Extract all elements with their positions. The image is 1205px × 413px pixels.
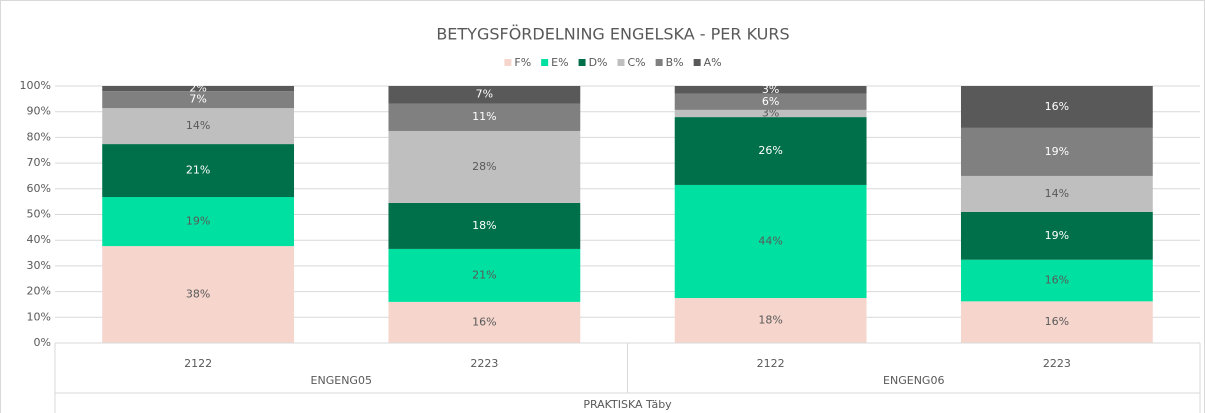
legend-label: A%: [704, 56, 722, 69]
data-label: 28%: [472, 160, 496, 173]
legend-swatch: [541, 59, 549, 66]
bar-segment: [102, 144, 295, 198]
legend-label: E%: [551, 56, 568, 69]
bar-segment: [102, 86, 295, 92]
data-label: 18%: [758, 314, 782, 327]
legend-swatch: [693, 59, 701, 66]
bar-segment: [960, 211, 1153, 260]
y-tick-label: 100%: [20, 79, 51, 92]
bar-segment: [102, 91, 295, 109]
y-tick-label: 80%: [27, 130, 51, 143]
data-label: 21%: [472, 268, 496, 281]
bar-segment: [388, 248, 581, 302]
y-tick-label: 50%: [27, 208, 51, 221]
y-tick-label: 20%: [27, 285, 51, 298]
data-label: 21%: [186, 164, 210, 177]
bar-segment: [674, 86, 867, 94]
data-label: 19%: [1045, 229, 1069, 242]
data-label: 16%: [1045, 274, 1069, 287]
outer-label: PRAKTISKA Täby: [583, 398, 672, 411]
legend-label: C%: [628, 56, 646, 69]
data-label: 16%: [1045, 315, 1069, 328]
y-tick-label: 30%: [27, 259, 51, 272]
data-label: 3%: [762, 83, 779, 96]
data-label: 7%: [189, 93, 206, 106]
legend-swatch: [578, 59, 586, 66]
data-label: 14%: [1045, 187, 1069, 200]
data-label: 7%: [476, 88, 493, 101]
bar-segment: [388, 103, 581, 131]
bar-segment: [674, 109, 867, 118]
data-label: 38%: [186, 288, 210, 301]
group-label: ENGENG06: [883, 374, 944, 387]
bar-segment: [674, 298, 867, 343]
chart-title: BETYGSFÖRDELNING ENGELSKA - PER KURS: [436, 25, 789, 44]
y-tick-label: 0%: [34, 336, 51, 349]
data-label: 19%: [186, 215, 210, 228]
data-label: 11%: [472, 110, 496, 123]
legend-label: B%: [666, 56, 684, 69]
legend-swatch: [617, 59, 625, 66]
data-label: 19%: [1045, 145, 1069, 158]
data-label: 14%: [186, 119, 210, 132]
bar-segment: [388, 86, 581, 104]
bar-segment: [102, 197, 295, 247]
legend-swatch: [504, 59, 512, 66]
data-label: 16%: [472, 315, 496, 328]
y-tick-label: 10%: [27, 310, 51, 323]
group-label: ENGENG05: [311, 374, 372, 387]
y-tick-label: 60%: [27, 182, 51, 195]
bar-segment: [960, 259, 1153, 302]
bar-segment: [960, 86, 1153, 128]
y-tick-label: 90%: [27, 105, 51, 118]
bar-segment: [674, 184, 867, 299]
y-tick-label: 70%: [27, 156, 51, 169]
legend-label: D%: [589, 56, 608, 69]
x-tick-label: 2122: [757, 357, 785, 370]
bar-segment: [388, 130, 581, 203]
bar-segment: [960, 301, 1153, 343]
data-label: 2%: [189, 82, 206, 95]
x-tick-label: 2122: [184, 357, 212, 370]
data-label: 26%: [758, 144, 782, 157]
bar-segment: [102, 108, 295, 145]
bar-segment: [960, 127, 1153, 176]
bar-segment: [674, 93, 867, 110]
data-label: 44%: [758, 234, 782, 247]
legend-swatch: [655, 59, 663, 66]
legend-label: F%: [514, 56, 531, 69]
data-label: 6%: [762, 95, 779, 108]
bar-segment: [960, 175, 1153, 212]
x-tick-label: 2223: [1043, 357, 1071, 370]
bar-segment: [674, 117, 867, 185]
data-label: 18%: [472, 219, 496, 232]
data-label: 16%: [1045, 100, 1069, 113]
bar-segment: [388, 301, 581, 343]
bar-segment: [388, 202, 581, 249]
bar-segment: [102, 246, 295, 343]
x-tick-label: 2223: [470, 357, 498, 370]
y-tick-label: 40%: [27, 233, 51, 246]
